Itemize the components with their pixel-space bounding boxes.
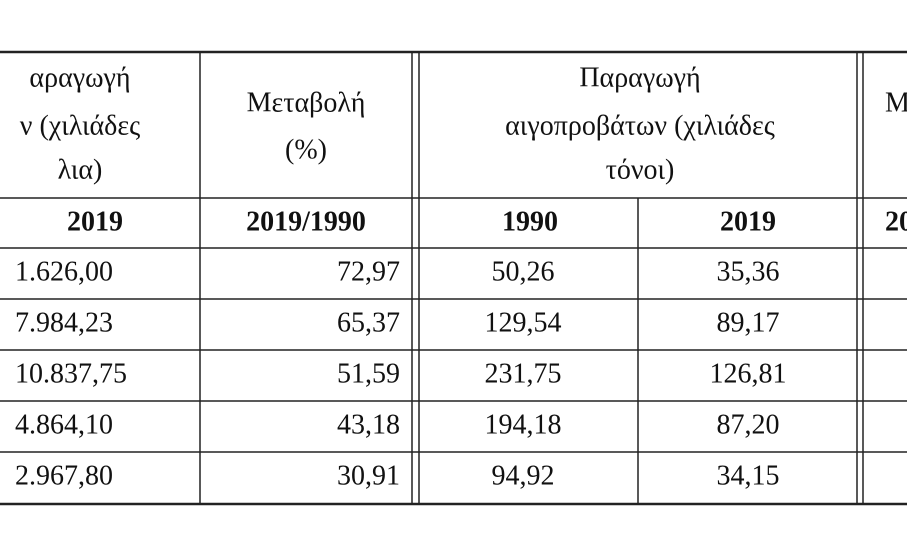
table-cell: 129,54 [485,307,562,338]
header-text: Παραγωγή [579,62,700,93]
header-text: λια) [58,154,103,185]
table-cell: 34,15 [717,460,780,491]
table-cell: 2.967,80 [15,460,113,491]
table-cell: 43,18 [337,409,400,440]
table-cell: 231,75 [485,358,562,389]
table-cell: 7.984,23 [15,307,113,338]
table-cell: 194,18 [485,409,562,440]
header-text: τόνοι) [606,154,675,185]
header-text: αιγοπροβάτων (χιλιάδες [505,110,775,141]
header-text: M [885,87,907,118]
header-text: αραγωγή [29,62,130,93]
table-cell: 1.626,00 [15,256,113,287]
table-cell: 51,59 [337,358,400,389]
table-cell: 10.837,75 [15,358,127,389]
subheader-cell: 2019 [67,206,123,237]
table-cell: 30,91 [337,460,400,491]
subheader-cell: 1990 [502,206,558,237]
header-text: ν (χιλιάδες [20,110,140,141]
subheader-cell: 2019 [720,206,776,237]
table-cell: 72,97 [337,256,400,287]
table-cell: 126,81 [710,358,787,389]
table-cell: 94,92 [492,460,555,491]
table-cell: 4.864,10 [15,409,113,440]
subheader-cell: 2019/1990 [246,206,366,237]
subheader-cell: 20 [885,206,907,237]
table-borders [0,50,907,506]
header-text: Μεταβολή [247,87,366,118]
header-text: (%) [285,134,327,165]
table-cell: 89,17 [717,307,780,338]
table-cell: 50,26 [492,256,555,287]
table-cell: 35,36 [717,256,780,287]
table-cell: 65,37 [337,307,400,338]
table-cell: 87,20 [717,409,780,440]
